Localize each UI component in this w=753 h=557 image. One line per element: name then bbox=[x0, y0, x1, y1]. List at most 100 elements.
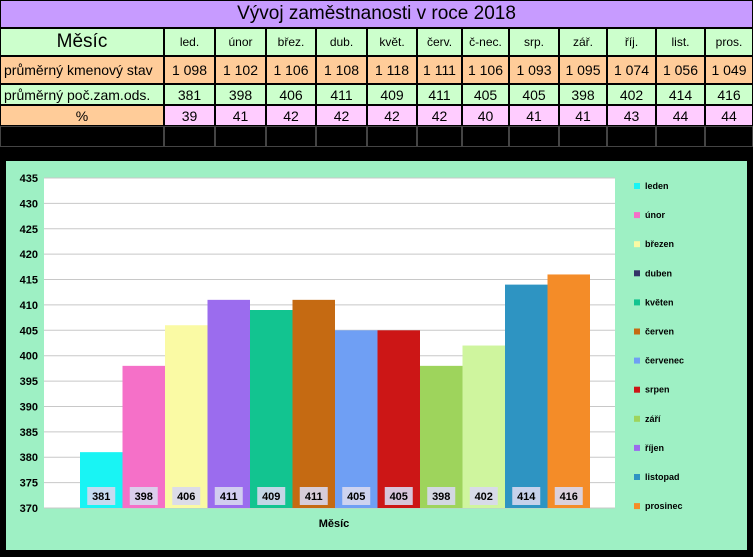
y-tick-label: 380 bbox=[20, 452, 38, 464]
legend-label: srpen bbox=[645, 385, 670, 395]
table-cell: 44 bbox=[706, 106, 752, 125]
table-cell: 41 bbox=[510, 106, 558, 125]
table-cell: 402 bbox=[608, 85, 655, 104]
month-header: pros. bbox=[706, 29, 752, 55]
table-cell: 42 bbox=[267, 106, 315, 125]
legend-label: červenec bbox=[645, 356, 684, 366]
bar-srpen bbox=[377, 330, 420, 508]
data-label-box bbox=[427, 487, 456, 505]
y-tick-label: 390 bbox=[20, 401, 38, 413]
table-cell: 1 074 bbox=[608, 57, 655, 83]
table-cell: 409 bbox=[368, 85, 416, 104]
empty-cell bbox=[215, 126, 266, 147]
y-tick-label: 370 bbox=[20, 503, 38, 515]
legend-label: květen bbox=[645, 297, 674, 307]
legend-label: prosinec bbox=[645, 501, 683, 511]
data-label: 402 bbox=[475, 491, 493, 503]
empty-cell bbox=[164, 126, 215, 147]
table-cell: 41 bbox=[560, 106, 606, 125]
month-header: list. bbox=[657, 29, 704, 55]
table-cell: 1 056 bbox=[657, 57, 704, 83]
legend-label: únor bbox=[645, 210, 665, 220]
bar-březen bbox=[165, 325, 208, 508]
table-cell: 42 bbox=[368, 106, 416, 125]
data-label: 411 bbox=[305, 491, 323, 503]
table-cell: 398 bbox=[216, 85, 265, 104]
month-header: zář. bbox=[560, 29, 606, 55]
legend-swatch bbox=[634, 386, 640, 393]
table-cell: 1 098 bbox=[165, 57, 214, 83]
legend-label: červen bbox=[645, 327, 674, 337]
legend-swatch bbox=[634, 503, 640, 510]
table-cell: 411 bbox=[317, 85, 366, 104]
data-label: 416 bbox=[560, 491, 578, 503]
legend-label: listopad bbox=[645, 472, 680, 482]
legend-swatch bbox=[634, 444, 640, 451]
bar-chart: 370 375 380 385 390 395 400 405 410 415 420 425 430 4… bbox=[20, 173, 684, 530]
y-tick-label: 410 bbox=[20, 300, 38, 312]
empty-cell bbox=[656, 126, 705, 147]
legend-swatch bbox=[634, 183, 640, 189]
table-cell: 416 bbox=[706, 85, 752, 104]
table-cell: 42 bbox=[418, 106, 461, 125]
empty-cell bbox=[417, 126, 462, 147]
month-header: únor bbox=[216, 29, 265, 55]
legend-label: leden bbox=[645, 181, 669, 191]
y-axis-ticks: 370 375 380 385 390 395 400 405 410 415 420 425 430 4… bbox=[20, 173, 38, 515]
data-label: 411 bbox=[220, 491, 238, 503]
month-header: srp. bbox=[510, 29, 558, 55]
table-cell: 1 108 bbox=[317, 57, 366, 83]
row-label: průměrný kmenový stav bbox=[1, 57, 163, 83]
table-cell: 405 bbox=[463, 85, 508, 104]
bar-červen bbox=[292, 299, 335, 508]
bar-labels: 381 398 406 411 409 411 405 405 398 402 414 416 bbox=[87, 487, 583, 505]
bar-říjen bbox=[462, 345, 505, 508]
legend-swatch bbox=[634, 270, 640, 277]
data-label-box bbox=[512, 487, 541, 505]
empty-cell bbox=[559, 126, 607, 147]
legend-swatch bbox=[634, 241, 640, 248]
table-cell: 1 102 bbox=[216, 57, 265, 83]
legend-swatch bbox=[634, 474, 640, 480]
table-cell: 1 106 bbox=[267, 57, 315, 83]
data-label-box bbox=[469, 487, 498, 505]
table-cell: 41 bbox=[216, 106, 265, 125]
table-cell: 44 bbox=[657, 106, 704, 125]
bar-květen bbox=[250, 310, 293, 508]
data-label-box bbox=[384, 487, 413, 505]
table-cell: 406 bbox=[267, 85, 315, 104]
data-label: 409 bbox=[262, 491, 280, 503]
y-tick-label: 385 bbox=[20, 427, 38, 439]
month-header: květ. bbox=[368, 29, 416, 55]
empty-cell bbox=[607, 126, 656, 147]
y-tick-label: 430 bbox=[20, 198, 38, 210]
month-header: břez. bbox=[267, 29, 315, 55]
data-label: 414 bbox=[517, 491, 536, 503]
table-cell: 42 bbox=[317, 106, 366, 125]
table-cell: 1 111 bbox=[418, 57, 461, 83]
data-label-box bbox=[214, 487, 243, 505]
legend-swatch bbox=[634, 328, 640, 335]
data-label: 398 bbox=[135, 491, 153, 503]
legend-label: březen bbox=[645, 239, 674, 249]
empty-cell bbox=[367, 126, 417, 147]
row-label: % bbox=[1, 106, 163, 125]
header-label: Měsíc bbox=[1, 29, 163, 55]
table-cell: 1 093 bbox=[510, 57, 558, 83]
y-tick-label: 435 bbox=[20, 173, 38, 185]
y-tick-label: 425 bbox=[20, 224, 38, 236]
table-cell: 1 118 bbox=[368, 57, 416, 83]
y-tick-label: 415 bbox=[20, 275, 38, 287]
y-tick-label: 395 bbox=[20, 376, 38, 388]
data-label-box bbox=[129, 487, 158, 505]
table-title: Vývoj zaměstnanosti v roce 2018 bbox=[1, 1, 752, 27]
legend-label: duben bbox=[645, 268, 672, 278]
table-cell: 405 bbox=[510, 85, 558, 104]
bar-únor bbox=[122, 365, 165, 508]
table-cell: 1 106 bbox=[463, 57, 508, 83]
table-cell: 398 bbox=[560, 85, 606, 104]
data-label-box bbox=[87, 487, 116, 505]
data-label-box bbox=[342, 487, 371, 505]
empty-cell bbox=[705, 126, 753, 147]
